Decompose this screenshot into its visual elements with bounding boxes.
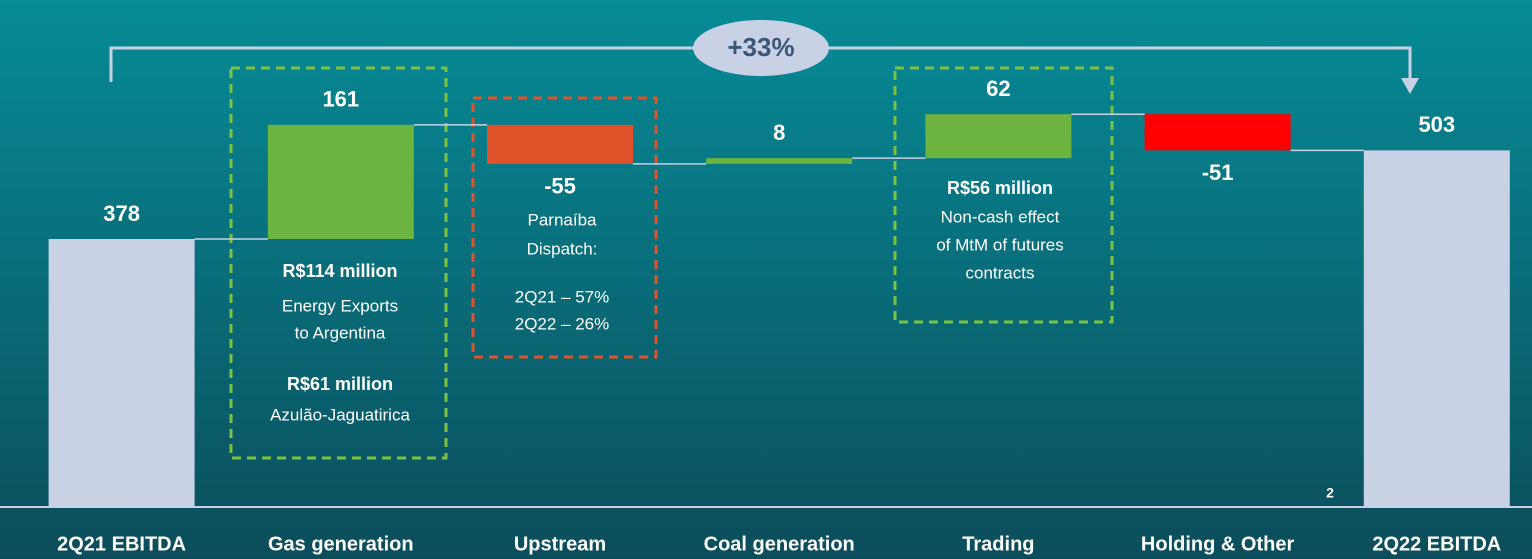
bar <box>1363 150 1510 508</box>
annotation-text: Dispatch: <box>527 239 598 258</box>
value-label: 62 <box>986 76 1010 101</box>
annotation-box <box>229 66 448 460</box>
bar <box>487 124 633 164</box>
x-tick-label: Holding & Other <box>1141 533 1295 555</box>
x-tick-label: Gas generation <box>268 533 414 555</box>
annotation-text: contracts <box>966 263 1035 282</box>
growth-ellipse <box>693 20 829 76</box>
annotation-text: 2Q22 – 26% <box>515 314 610 333</box>
bar <box>925 114 1072 159</box>
growth-arrow <box>1401 78 1419 94</box>
bar <box>267 124 414 239</box>
value-label: 503 <box>1418 112 1455 137</box>
bar <box>706 158 853 164</box>
value-label: 8 <box>773 120 785 145</box>
x-tick-label: Trading <box>962 533 1034 555</box>
bar <box>1144 114 1291 151</box>
page-number: 2 <box>1326 485 1334 501</box>
x-tick-label: 2Q21 EBITDA <box>57 533 186 555</box>
annotation-text: Non-cash effect <box>941 207 1060 226</box>
annotation-text: R$61 million <box>287 374 393 394</box>
annotation-text: to Argentina <box>295 323 386 342</box>
annotation-text: 2Q21 – 57% <box>515 287 610 306</box>
value-label: -55 <box>544 174 576 199</box>
annotation-text: Azulão-Jaguatirica <box>270 405 410 424</box>
annotation-text: R$114 million <box>282 261 397 281</box>
annotation-box <box>893 66 1114 324</box>
x-tick-label: 2Q22 EBITDA <box>1372 533 1501 555</box>
value-label: 161 <box>322 87 359 112</box>
annotation-text: R$56 million <box>947 178 1053 198</box>
annotation-box <box>471 96 658 359</box>
growth-label: +33% <box>727 32 794 62</box>
annotation-text: Parnaíba <box>528 210 598 229</box>
value-label: 378 <box>103 201 140 226</box>
bar <box>48 238 195 508</box>
value-label: -51 <box>1202 160 1234 185</box>
annotation-text: Energy Exports <box>282 296 398 315</box>
x-tick-label: Upstream <box>514 533 606 555</box>
annotation-text: of MtM of futures <box>936 235 1064 254</box>
x-tick-label: Coal generation <box>704 533 855 555</box>
